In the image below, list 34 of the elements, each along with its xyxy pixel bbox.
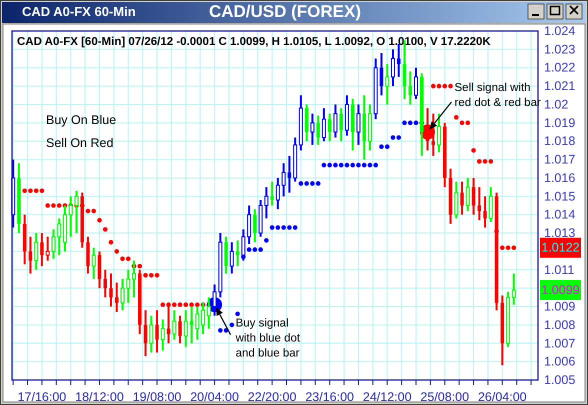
y-tick-label: 1.022 [544, 60, 576, 75]
y-tick-label: 1.005 [544, 373, 576, 387]
y-tick-label: 1.008 [544, 318, 576, 332]
x-tick-label: 19/08:00 [132, 390, 182, 404]
x-tick-label: 26/04:00 [478, 390, 527, 404]
x-tick-label: 25/08:00 [420, 390, 470, 404]
y-tick-label: 1.018 [544, 134, 576, 148]
text: 1.0122 [541, 240, 580, 255]
y-tick-label: 1.009 [544, 300, 576, 314]
x-tick-label: 20/04:00 [190, 390, 239, 404]
text: CAD A0-FX 60-Min [22, 4, 136, 19]
y-tick-label: 1.014 [544, 208, 576, 222]
y-tick-label: 1.016 [544, 170, 576, 185]
y-tick-label: 1.015 [544, 189, 576, 204]
annotation: Sell On Red [46, 136, 114, 150]
x-tick-label: 17/16:00 [18, 390, 66, 404]
x-tick-label: 23/16:00 [305, 390, 354, 404]
y-tick-label: 1.024 [544, 24, 576, 38]
y-tick-label: 1.021 [544, 79, 576, 94]
annotation: Buy On Blue [46, 113, 116, 127]
y-tick-label: 1.006 [544, 354, 576, 369]
chart-title: CAD/USD (FOREX) [208, 2, 362, 21]
annotation: Buy signal with blue dot and blue bar [234, 318, 301, 360]
x-tick-label: 22/20:00 [248, 390, 296, 404]
x-tick-label: 18/12:00 [75, 390, 124, 404]
y-tick-label: 1.007 [544, 336, 576, 350]
text: 1.0099 [541, 282, 580, 297]
y-tick-label: 1.019 [544, 116, 576, 130]
x-tick-label: 24/12:00 [362, 390, 412, 404]
y-tick-label: 1.011 [544, 262, 574, 277]
y-tick-label: 1.013 [544, 226, 576, 240]
y-tick-label: 1.02 [544, 97, 568, 112]
y-tick-label: 1.017 [544, 152, 576, 167]
y-tick-label: 1.023 [544, 42, 576, 56]
